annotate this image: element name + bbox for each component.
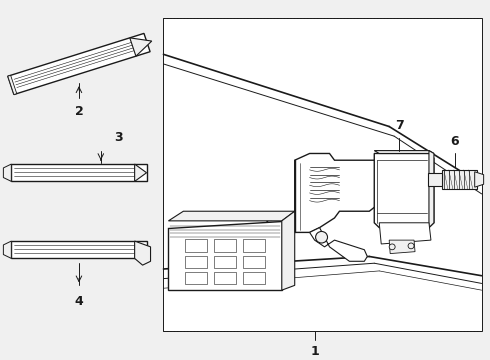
Polygon shape [169,221,282,290]
Text: 5: 5 [266,218,274,231]
Polygon shape [374,153,434,228]
Polygon shape [475,172,484,187]
Polygon shape [3,241,11,258]
Polygon shape [11,241,147,258]
Text: 1: 1 [310,345,319,358]
Circle shape [408,243,414,249]
Polygon shape [374,150,434,153]
Text: 7: 7 [395,119,403,132]
Text: 2: 2 [74,105,83,118]
Polygon shape [294,153,379,233]
Polygon shape [135,241,150,265]
Polygon shape [379,223,431,244]
Polygon shape [310,228,368,261]
Circle shape [316,231,327,243]
Polygon shape [130,38,152,56]
Polygon shape [11,164,147,181]
Polygon shape [164,18,482,330]
Polygon shape [3,164,11,181]
Polygon shape [389,240,415,253]
Text: 4: 4 [74,295,83,308]
Polygon shape [135,164,147,181]
Polygon shape [442,170,477,189]
Polygon shape [8,75,17,95]
Polygon shape [8,33,150,95]
Polygon shape [429,150,434,228]
Polygon shape [428,173,442,186]
Circle shape [389,244,395,250]
Polygon shape [169,211,294,221]
Polygon shape [282,211,294,290]
Text: 6: 6 [450,135,459,148]
Text: 3: 3 [114,131,123,144]
